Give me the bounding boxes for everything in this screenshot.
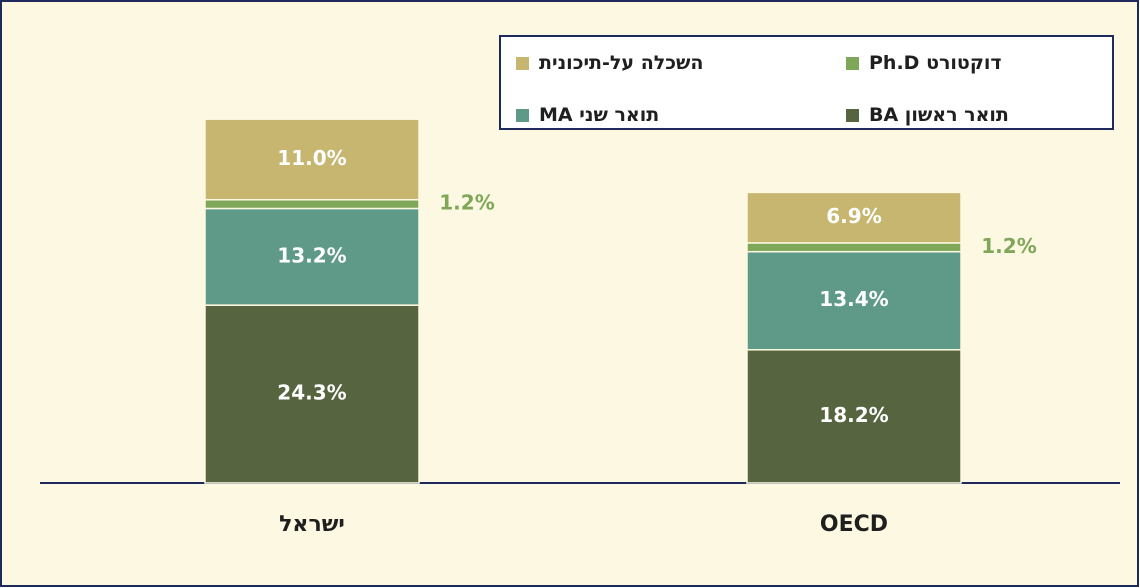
data-label: 24.3% — [277, 381, 346, 405]
legend-label: תואר שני MA — [539, 104, 660, 126]
legend-item: תואר שני MA — [516, 104, 659, 126]
legend-label: השכלה על-תיכונית — [539, 52, 704, 74]
legend-item: השכלה על-תיכונית — [516, 52, 703, 74]
bar-segment — [204, 304, 420, 484]
bar-segment — [204, 207, 420, 306]
bar-segment — [746, 250, 962, 351]
bar-segment — [204, 118, 420, 201]
data-label: 18.2% — [819, 403, 888, 427]
data-label: 1.2% — [981, 234, 1036, 258]
legend-swatch — [516, 56, 529, 70]
x-tick-label: OECD — [820, 512, 888, 537]
data-label: 13.2% — [277, 243, 346, 267]
data-label: 6.9% — [826, 204, 881, 228]
legend-label: תואר ראשון BA — [869, 104, 1009, 126]
bar-segment — [746, 242, 962, 253]
data-label: 1.2% — [439, 191, 494, 215]
bar-segment — [746, 191, 962, 244]
data-label: 13.4% — [819, 287, 888, 311]
bar-segment — [204, 198, 420, 210]
data-label: 11.0% — [277, 146, 346, 170]
legend-item: דוקטורט Ph.D — [846, 52, 1002, 74]
legend-swatch — [846, 56, 859, 70]
legend-item: תואר ראשון BA — [846, 104, 1009, 126]
legend-swatch — [846, 108, 859, 122]
legend-swatch — [516, 108, 529, 122]
x-tick-label: ישראל — [279, 512, 345, 537]
legend-label: דוקטורט Ph.D — [869, 52, 1002, 74]
legend: תואר ראשון BA תואר שני MA דוקטורט Ph.D השכל… — [499, 35, 1114, 130]
